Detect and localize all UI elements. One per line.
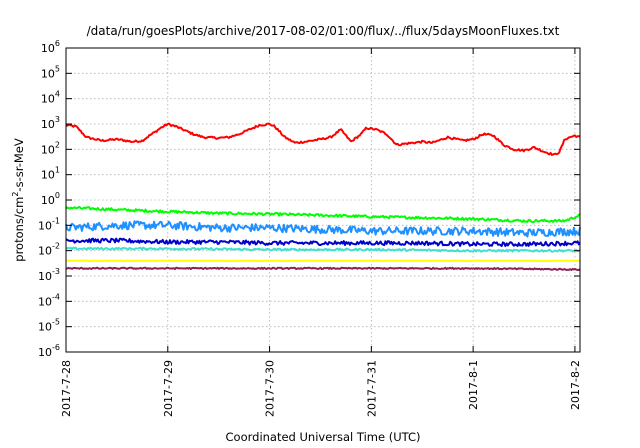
y-tick-label: 102: [41, 140, 60, 156]
y-tick-label: 10-5: [38, 318, 60, 334]
y-tick-label-exponent: 0: [55, 191, 60, 200]
y-tick-label-base: 10: [38, 346, 52, 359]
y-tick-label-base: 10: [38, 321, 52, 334]
series-line-2: [65, 206, 581, 224]
series-line-1: [65, 122, 581, 156]
series-line-7: [65, 266, 581, 271]
series-lines: [65, 122, 581, 271]
y-tick-label: 103: [41, 115, 60, 131]
x-axis-label: Coordinated Universal Time (UTC): [226, 430, 421, 444]
y-tick-label-base: 10: [41, 143, 55, 156]
x-tick-labels: 2017-7-28 2017-7-29 2017-7-30 2017-7-31 2017…: [60, 360, 582, 417]
grid-lines: [66, 48, 580, 352]
y-tick-label: 10-4: [38, 292, 60, 308]
y-tick-label: 10-1: [38, 216, 60, 232]
x-tick-label: 2017-8-2: [569, 360, 582, 410]
y-tick-label-exponent: 5: [55, 64, 60, 73]
y-tick-label-base: 10: [41, 194, 55, 207]
y-tick-label-exponent: 1: [55, 166, 60, 175]
y-tick-label-exponent: -5: [52, 318, 60, 327]
series-line-6: [65, 259, 580, 262]
x-tick-label: 2017-7-31: [365, 360, 378, 417]
y-tick-label-exponent: 6: [55, 39, 60, 48]
series-line-4: [65, 237, 581, 248]
y-tick-label-exponent: 2: [55, 140, 60, 149]
y-tick-label-base: 10: [41, 169, 55, 182]
y-tick-label-exponent: -4: [52, 292, 60, 301]
y-tick-label: 104: [41, 90, 60, 106]
y-tick-label-base: 10: [41, 118, 55, 131]
y-tick-label: 10-3: [38, 267, 60, 283]
y-axis-label: protons/cm2-s-sr-MeV: [11, 138, 26, 262]
y-axis-label-tail: -s-sr-MeV: [12, 138, 26, 191]
y-tick-label-base: 10: [38, 295, 52, 308]
x-tick-label: 2017-7-28: [60, 360, 73, 417]
x-tick-label: 2017-8-1: [467, 360, 480, 410]
y-tick-label-exponent: 4: [55, 90, 60, 99]
y-tick-label: 106: [41, 39, 60, 55]
series-line-5: [65, 246, 581, 253]
y-axis-label-exponent: 2: [11, 192, 20, 197]
series-line-3: [65, 220, 581, 238]
y-tick-label: 10-6: [38, 343, 60, 359]
y-tick-label-exponent: -2: [52, 242, 60, 251]
y-tick-label: 10-2: [38, 242, 60, 258]
x-tick-label: 2017-7-29: [162, 360, 175, 417]
y-tick-label-exponent: -3: [52, 267, 60, 276]
chart-title: /data/run/goesPlots/archive/2017-08-02/0…: [87, 24, 560, 38]
x-tick-label: 2017-7-30: [264, 360, 277, 417]
y-tick-label: 105: [41, 64, 60, 80]
y-tick-label-base: 10: [41, 42, 55, 55]
y-tick-label-exponent: 3: [55, 115, 60, 124]
y-tick-label-exponent: -6: [52, 343, 60, 352]
y-tick-label-exponent: -1: [52, 216, 60, 225]
y-axis-label-main: protons/cm: [12, 197, 26, 262]
y-tick-label: 101: [41, 166, 60, 182]
y-tick-label-base: 10: [41, 93, 55, 106]
y-tick-label-base: 10: [38, 270, 52, 283]
axis-ticks: [65, 47, 580, 353]
y-tick-label-base: 10: [41, 67, 55, 80]
y-tick-label-base: 10: [38, 245, 52, 258]
y-tick-label: 100: [41, 191, 60, 207]
y-tick-labels: 10-610-510-410-310-210-11001011021031041…: [38, 39, 60, 359]
y-tick-label-base: 10: [38, 219, 52, 232]
